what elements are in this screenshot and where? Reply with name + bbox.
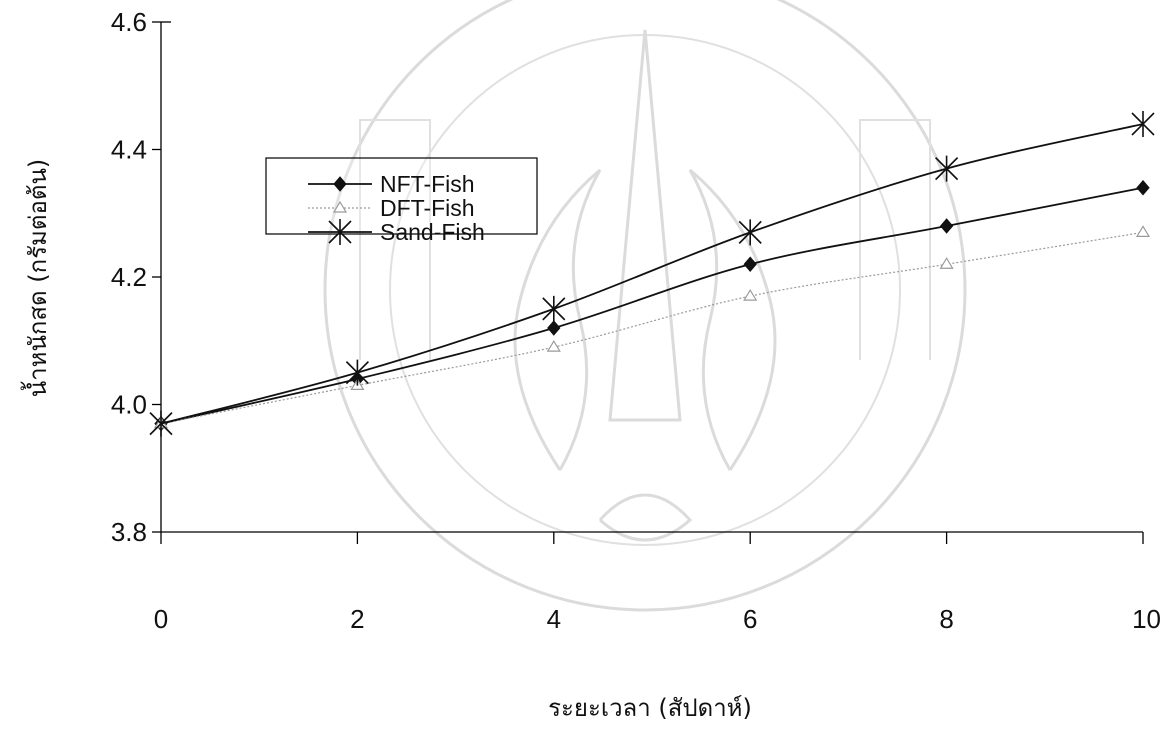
data-point-sand-fish [149, 410, 173, 437]
legend-box [265, 157, 538, 235]
y-ticks: 3.8 4.0 4.2 4.4 4.6 [111, 7, 161, 547]
legend-marker-dft-fish [332, 200, 348, 213]
legend-marker-sand-fish [328, 219, 352, 245]
y-tick-label: 4.2 [111, 262, 147, 292]
data-point-sand-fish [1131, 111, 1155, 137]
series-layer [149, 111, 1155, 437]
y-tick-label: 4.0 [111, 390, 147, 420]
x-tick-label: 4 [547, 604, 561, 634]
data-point-dft-fish [1135, 225, 1151, 237]
data-point-nft-fish [547, 320, 561, 336]
series-line-sand-fish [160, 123, 1144, 425]
x-tick-label: 8 [939, 604, 953, 634]
series-line-dft-fish [160, 231, 1144, 425]
x-tick-label: 6 [743, 604, 757, 634]
x-tick-label: 10 [1132, 604, 1161, 634]
data-point-sand-fish [935, 155, 959, 182]
y-axis-title: น้ำหนักสด (กรัมต่อต้น) [20, 159, 52, 397]
legend-label-dft-fish: DFT-Fish [380, 195, 475, 221]
legend-label-sand-fish: Sand-Fish [380, 219, 485, 245]
legend-label-nft-fish: NFT-Fish [380, 171, 475, 197]
x-axis-title: ระยะเวลา (สัปดาห์) [548, 694, 752, 722]
data-point-nft-fish [939, 218, 954, 234]
data-point-nft-fish [743, 256, 757, 273]
x-tick-label: 0 [154, 604, 168, 634]
data-point-nft-fish [1136, 179, 1150, 196]
data-point-sand-fish [542, 295, 566, 322]
data-point-dft-fish [546, 339, 561, 352]
data-point-sand-fish [345, 359, 369, 386]
legend-marker-nft-fish [333, 176, 347, 192]
series-line-nft-fish [160, 186, 1144, 425]
data-point-dft-fish [743, 288, 758, 301]
y-tick-label: 4.4 [111, 135, 147, 165]
y-tick-label: 4.6 [111, 7, 147, 37]
data-point-dft-fish [939, 257, 954, 269]
watermark-seal [323, 0, 967, 612]
data-point-sand-fish [738, 219, 762, 246]
x-tick-label: 2 [350, 604, 364, 634]
x-ticks: 0 2 4 6 8 10 [154, 532, 1161, 634]
y-tick-label: 3.8 [111, 517, 147, 547]
